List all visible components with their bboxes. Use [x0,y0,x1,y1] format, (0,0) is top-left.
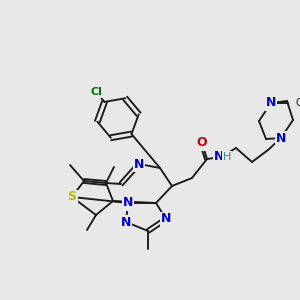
Text: N: N [121,215,131,229]
Text: Cl: Cl [90,87,102,97]
Text: N: N [276,131,286,145]
Text: O: O [197,136,207,149]
Text: N: N [161,212,171,226]
Text: H: H [223,152,231,162]
Text: N: N [214,151,224,164]
Text: S: S [68,190,76,203]
Text: N: N [266,97,276,110]
Text: CH₃: CH₃ [296,98,300,108]
Text: N: N [123,196,133,209]
Text: N: N [134,158,144,170]
